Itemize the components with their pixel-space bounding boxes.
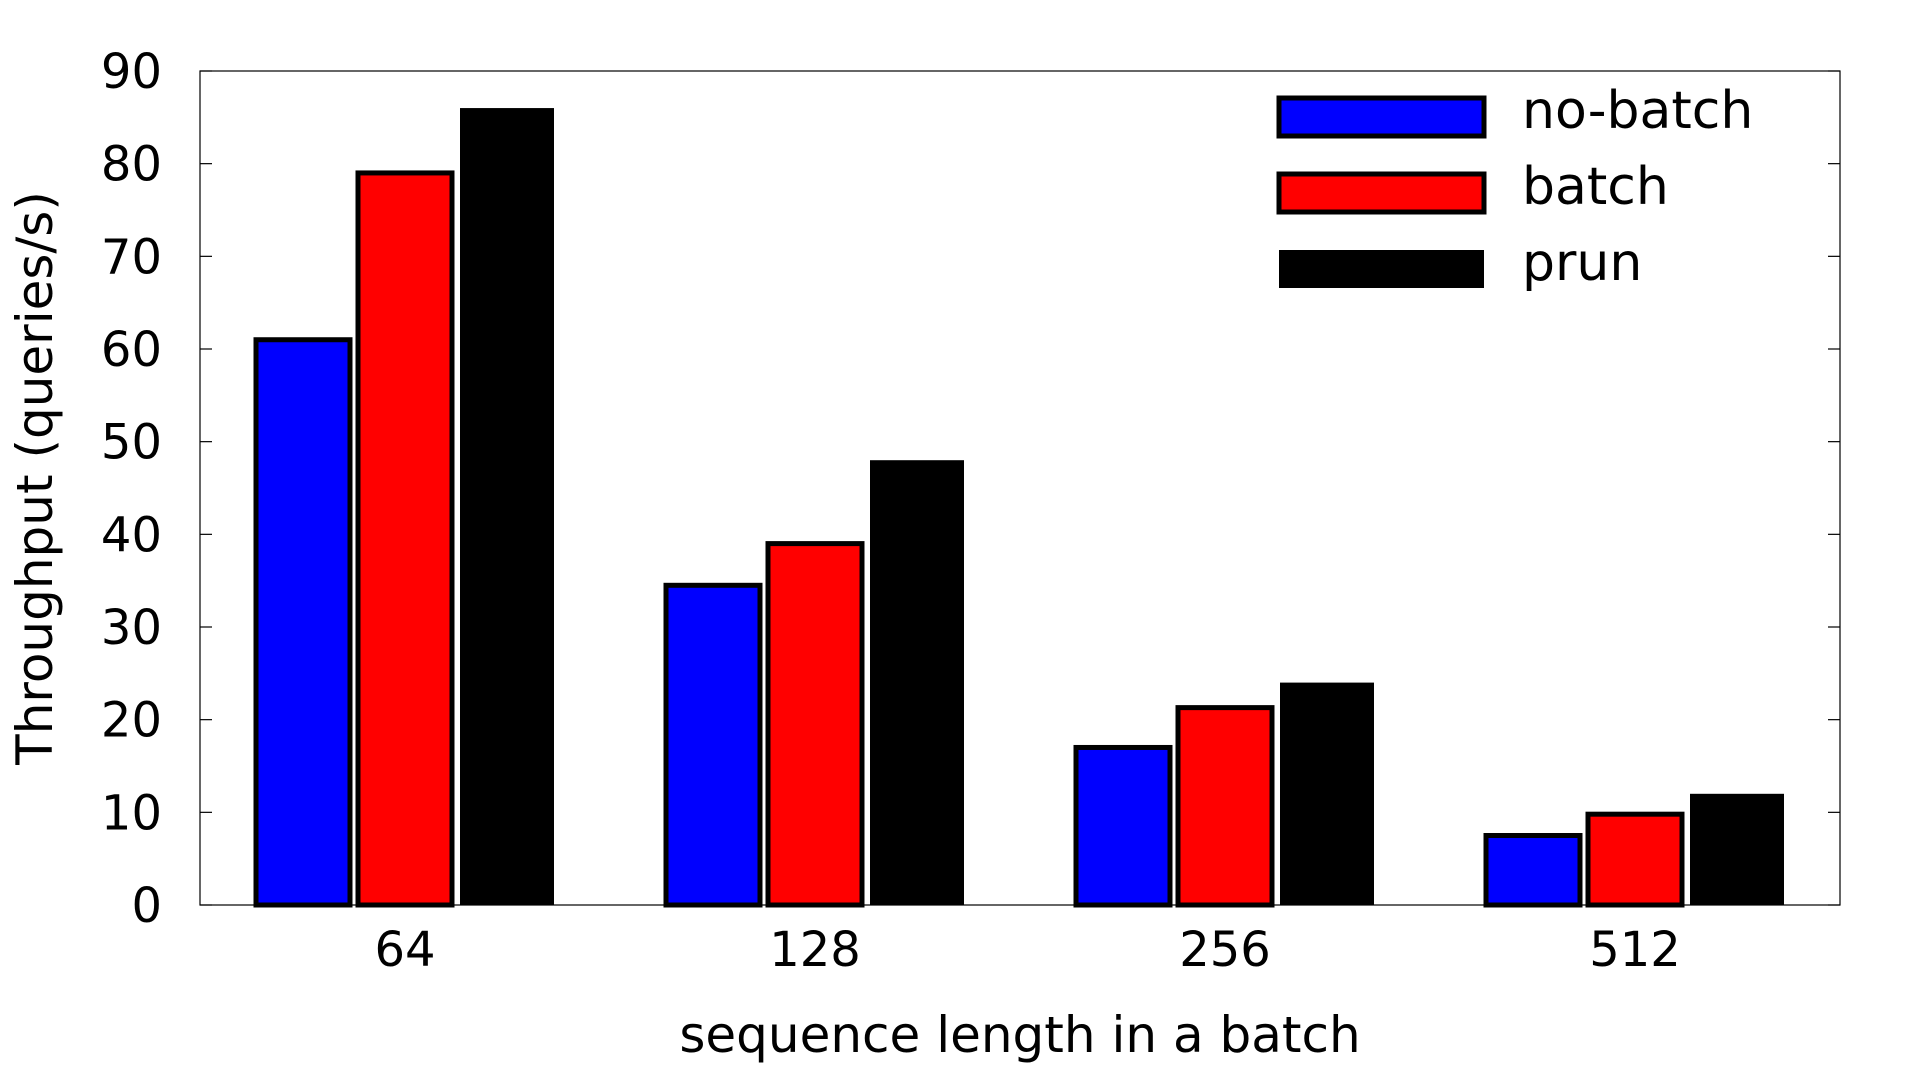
bar-prun-64 xyxy=(460,108,554,906)
x-tick-label: 256 xyxy=(1179,922,1271,978)
bar-batch-64 xyxy=(355,170,455,908)
plot-frame xyxy=(199,70,1841,906)
legend-swatch-batch xyxy=(1276,171,1487,215)
y-tick-label: 20 xyxy=(101,693,162,749)
y-tick-label: 10 xyxy=(101,785,162,841)
y-tick-label: 40 xyxy=(101,507,162,563)
x-tick-label: 128 xyxy=(769,922,861,978)
y-tick-label: 90 xyxy=(101,44,162,100)
y-tick-label: 60 xyxy=(101,322,162,378)
x-axis-title: sequence length in a batch xyxy=(679,1006,1360,1064)
bar-prun-128 xyxy=(870,460,964,905)
y-tick-label: 30 xyxy=(101,600,162,656)
bar-batch-256 xyxy=(1175,705,1275,908)
x-tick-label: 64 xyxy=(374,922,435,978)
y-axis-title: Throughput (queries/s) xyxy=(6,191,64,766)
bar-no-batch-512 xyxy=(1483,833,1583,908)
y-axis-title-group: Throughput (queries/s) xyxy=(6,191,64,766)
x-tick-label: 512 xyxy=(1589,922,1681,978)
bar-batch-512 xyxy=(1585,811,1685,908)
bar-batch-128 xyxy=(765,541,865,908)
y-tick-label: 0 xyxy=(131,878,162,934)
legend-label-prun: prun xyxy=(1522,233,1642,293)
plot-area: 0 10 20 30 40 50 60 70 80 90 64 128 256 512 no-batch ba… xyxy=(101,44,1841,978)
legend-swatch-no-batch xyxy=(1276,95,1487,139)
y-tick-label: 80 xyxy=(101,137,162,193)
legend-swatch-prun xyxy=(1279,250,1484,288)
bar-prun-256 xyxy=(1280,682,1374,905)
bar-no-batch-128 xyxy=(663,582,763,908)
y-tick-label: 70 xyxy=(101,229,162,285)
y-tick-label: 50 xyxy=(101,415,162,471)
bar-prun-512 xyxy=(1690,793,1784,905)
bar-no-batch-64 xyxy=(253,337,353,908)
legend-label-no-batch: no-batch xyxy=(1522,81,1753,141)
legend-label-batch: batch xyxy=(1522,157,1669,217)
bar-no-batch-256 xyxy=(1073,744,1173,908)
